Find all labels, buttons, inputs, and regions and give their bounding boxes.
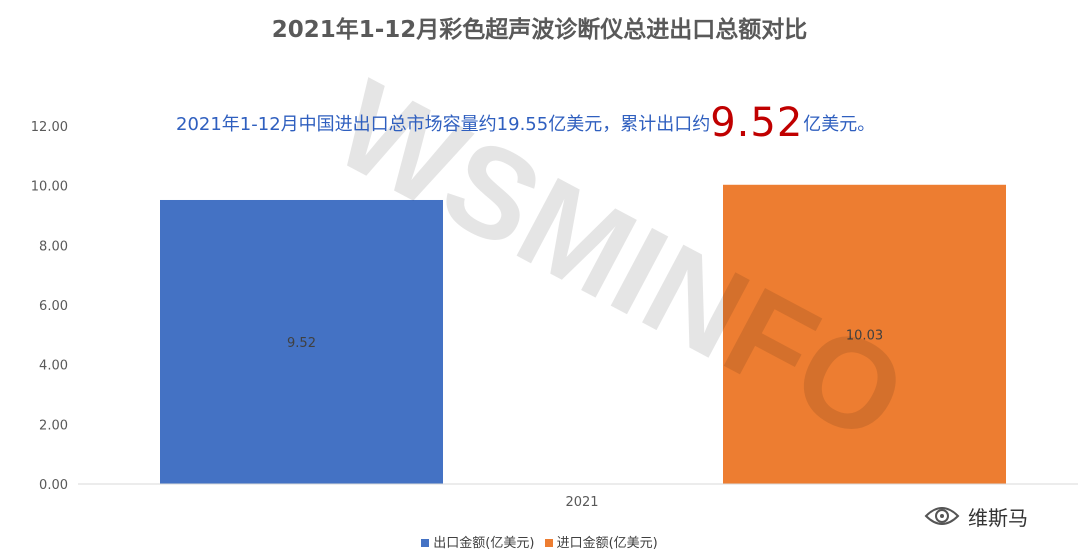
brand-name: 维斯马 (968, 505, 1028, 530)
y-tick-label: 6.00 (39, 299, 68, 314)
legend: 出口金额(亿美元) 进口金额(亿美元) (0, 532, 1079, 551)
bar-import (723, 184, 1006, 484)
legend-swatch-import (544, 539, 553, 547)
legend-label-export: 出口金额(亿美元) (433, 536, 535, 551)
market-annotation: 2021年1-12月中国进出口总市场容量约19.55亿美元，累计出口约9.52亿… (176, 100, 875, 146)
annotation-text: 2021年1-12月中国进出口总市场容量约19.55亿美元，累计出口约 (176, 114, 711, 135)
y-tick-label: 4.00 (39, 359, 68, 374)
y-tick-label: 12.00 (31, 120, 68, 135)
y-tick-label: 2.00 (39, 418, 68, 433)
y-tick-label: 10.00 (31, 180, 68, 195)
legend-swatch-export (421, 539, 430, 547)
annotation-unit: 亿美元。 (803, 114, 876, 135)
y-tick-label: 8.00 (39, 239, 68, 254)
wechat-eye-logo-icon (924, 507, 960, 525)
bar-data-label: 9.52 (287, 336, 316, 351)
y-tick-label: 0.00 (39, 478, 68, 493)
bar-data-label: 10.03 (846, 328, 883, 343)
legend-label-import: 进口金额(亿美元) (556, 536, 658, 551)
chart-title: 2021年1-12月彩色超声波诊断仪总进出口总额对比 (271, 17, 808, 43)
x-tick-label: 2021 (565, 495, 598, 510)
export-value-highlight: 9.52 (710, 100, 804, 146)
bar-export (160, 199, 443, 484)
brand-badge: 维斯马 (922, 496, 1028, 536)
legend-item-export: 出口金额(亿美元) (421, 532, 534, 551)
legend-item-import: 进口金额(亿美元) (544, 532, 658, 551)
